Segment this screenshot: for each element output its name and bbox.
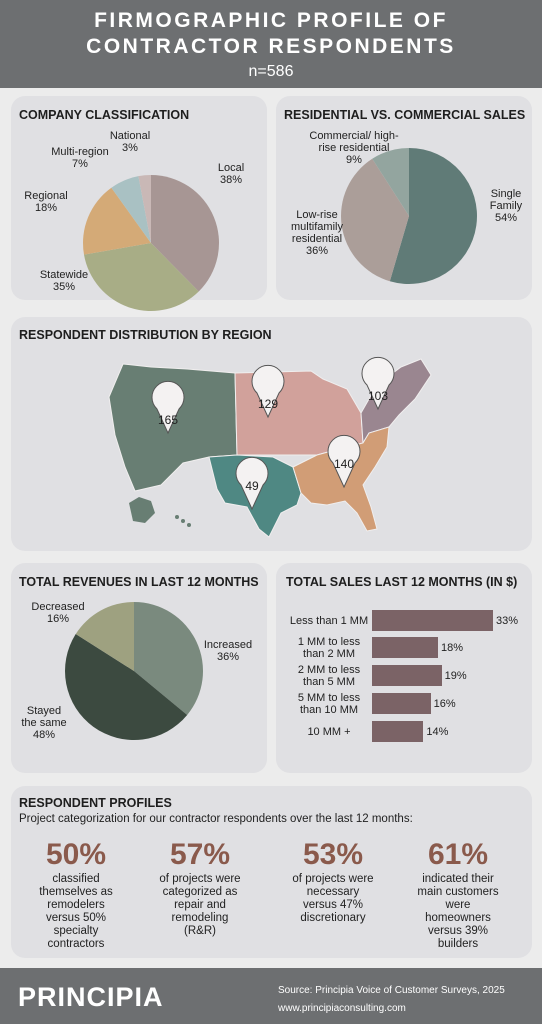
residential-commercial-card: RESIDENTIAL VS. COMMERCIAL SALES Commerc… [276, 96, 532, 300]
region-distribution-title: RESPONDENT DISTRIBUTION BY REGION [19, 328, 272, 342]
label-lowrise: Low-rise multifamily residential 36% [291, 209, 343, 257]
website-link[interactable]: www.principiaconsulting.com [278, 1003, 406, 1014]
pin-southwest [235, 456, 269, 511]
bar-value-label: 18% [441, 642, 464, 654]
pie-slice-stayed-same [64, 634, 188, 740]
total-sales-title: TOTAL SALES LAST 12 MONTHS (IN $) [286, 575, 518, 589]
principia-logo: PRINCIPIA [18, 982, 164, 1012]
stat-description: classified themselves as remodelers versus … [39, 873, 113, 950]
label-commercial: Commercial/ high-rise residential 9% [309, 130, 399, 166]
company-classification-pie [83, 175, 219, 311]
page-footer: PRINCIPIA Source: Principia Voice of Cus… [0, 968, 542, 1024]
sales-bar [372, 693, 431, 714]
pie-slice-decreased [75, 602, 134, 671]
sales-bar [372, 637, 438, 658]
stat-percentage: 57% [169, 838, 231, 871]
label-regional: Regional 18% [24, 190, 68, 214]
label-statewide: Statewide 35% [39, 269, 89, 293]
pie-slice-national [138, 175, 151, 243]
label-increased: Increased 36% [203, 639, 253, 663]
pie-slice-low-rise [341, 158, 409, 282]
pin-label-southeast: 140 [333, 457, 355, 471]
residential-commercial-title: RESIDENTIAL VS. COMMERCIAL SALES [284, 108, 526, 122]
bar-category-label: 2 MM to less than 5 MM [297, 664, 361, 688]
company-classification-card: COMPANY CLASSIFICATION National 3% Multi-… [11, 96, 267, 311]
stat-description: of projects were categorized as repair and… [159, 873, 241, 937]
pie-slice-statewide [83, 243, 199, 311]
stat-percentage: 61% [427, 838, 489, 871]
pin-southeast [327, 434, 361, 489]
stat-description: of projects were necessary versus 47% discr… [292, 873, 374, 924]
residential-commercial-pie [341, 148, 477, 284]
label-multi-region: Multi-region 7% [51, 146, 109, 170]
pie-slice-multi-region [111, 176, 151, 243]
stat-percentage: 50% [45, 838, 107, 871]
pie-slice-commercial [372, 148, 409, 216]
hawaii-dot-2 [181, 519, 185, 523]
pin-label-midwest: 129 [257, 397, 279, 411]
hawaii-dot-1 [175, 515, 179, 519]
pin-label-northeast: 103 [367, 389, 389, 403]
bar-category-label: Less than 1 MM [289, 615, 369, 627]
stat-description: indicated their main customers were homeown… [417, 873, 499, 950]
label-stayed-same: Stayed the same 48% [21, 705, 67, 741]
bar-value-label: 33% [496, 615, 519, 627]
page-header: FIRMOGRAPHIC PROFILE OF CONTRACTOR RESPO… [0, 0, 542, 88]
bar-category-label: 10 MM + [307, 726, 351, 738]
respondent-profiles-card: RESPONDENT PROFILES Project categorizati… [11, 786, 532, 958]
bar-category-label: 1 MM to less than 2 MM [297, 636, 361, 660]
label-decreased: Decreased 16% [31, 601, 85, 625]
respondent-profiles-title: RESPONDENT PROFILES [19, 796, 172, 810]
us-region-map [108, 356, 432, 538]
sales-bar [372, 665, 442, 686]
bar-value-label: 16% [433, 698, 456, 710]
bar-value-label: 14% [426, 726, 449, 738]
west-region [108, 363, 238, 492]
pie-slice-increased [134, 602, 204, 715]
total-sales-card: TOTAL SALES LAST 12 MONTHS (IN $) Less t… [276, 563, 532, 773]
pin-label-southwest: 49 [245, 479, 259, 493]
stat-percentage: 53% [302, 838, 364, 871]
label-national: National 3% [109, 130, 151, 154]
pin-midwest [251, 364, 285, 419]
alaska-shape [129, 497, 155, 523]
pin-west [151, 380, 185, 435]
hawaii-dot-3 [187, 523, 191, 527]
pie-slice-local [151, 175, 219, 292]
source-note: Source: Principia Voice of Customer Surv… [278, 985, 505, 996]
total-revenues-pie [64, 602, 204, 740]
sales-bar [372, 610, 493, 631]
total-revenues-card: TOTAL REVENUES IN LAST 12 MONTHS Decreas… [11, 563, 267, 773]
sales-bar [372, 721, 424, 742]
pin-label-west: 165 [157, 413, 179, 427]
title-line-1: FIRMOGRAPHIC PROFILE OF [94, 9, 448, 32]
sample-size: n=586 [248, 63, 294, 80]
pie-slice-single-family [389, 148, 477, 284]
bar-category-label: 5 MM to less than 10 MM [297, 692, 361, 716]
respondent-profiles-subtitle: Project categorization for our contracto… [19, 813, 413, 825]
pie-slice-regional [83, 187, 151, 255]
company-classification-title: COMPANY CLASSIFICATION [19, 108, 190, 122]
label-single-family: Single Family 54% [489, 188, 523, 224]
label-local: Local 38% [217, 162, 245, 186]
region-distribution-card: RESPONDENT DISTRIBUTION BY REGION 165 12… [11, 317, 532, 551]
bar-value-label: 19% [444, 670, 467, 682]
title-line-2: CONTRACTOR RESPONDENTS [86, 35, 456, 58]
pin-northeast [361, 356, 395, 411]
total-revenues-title: TOTAL REVENUES IN LAST 12 MONTHS [19, 575, 259, 589]
